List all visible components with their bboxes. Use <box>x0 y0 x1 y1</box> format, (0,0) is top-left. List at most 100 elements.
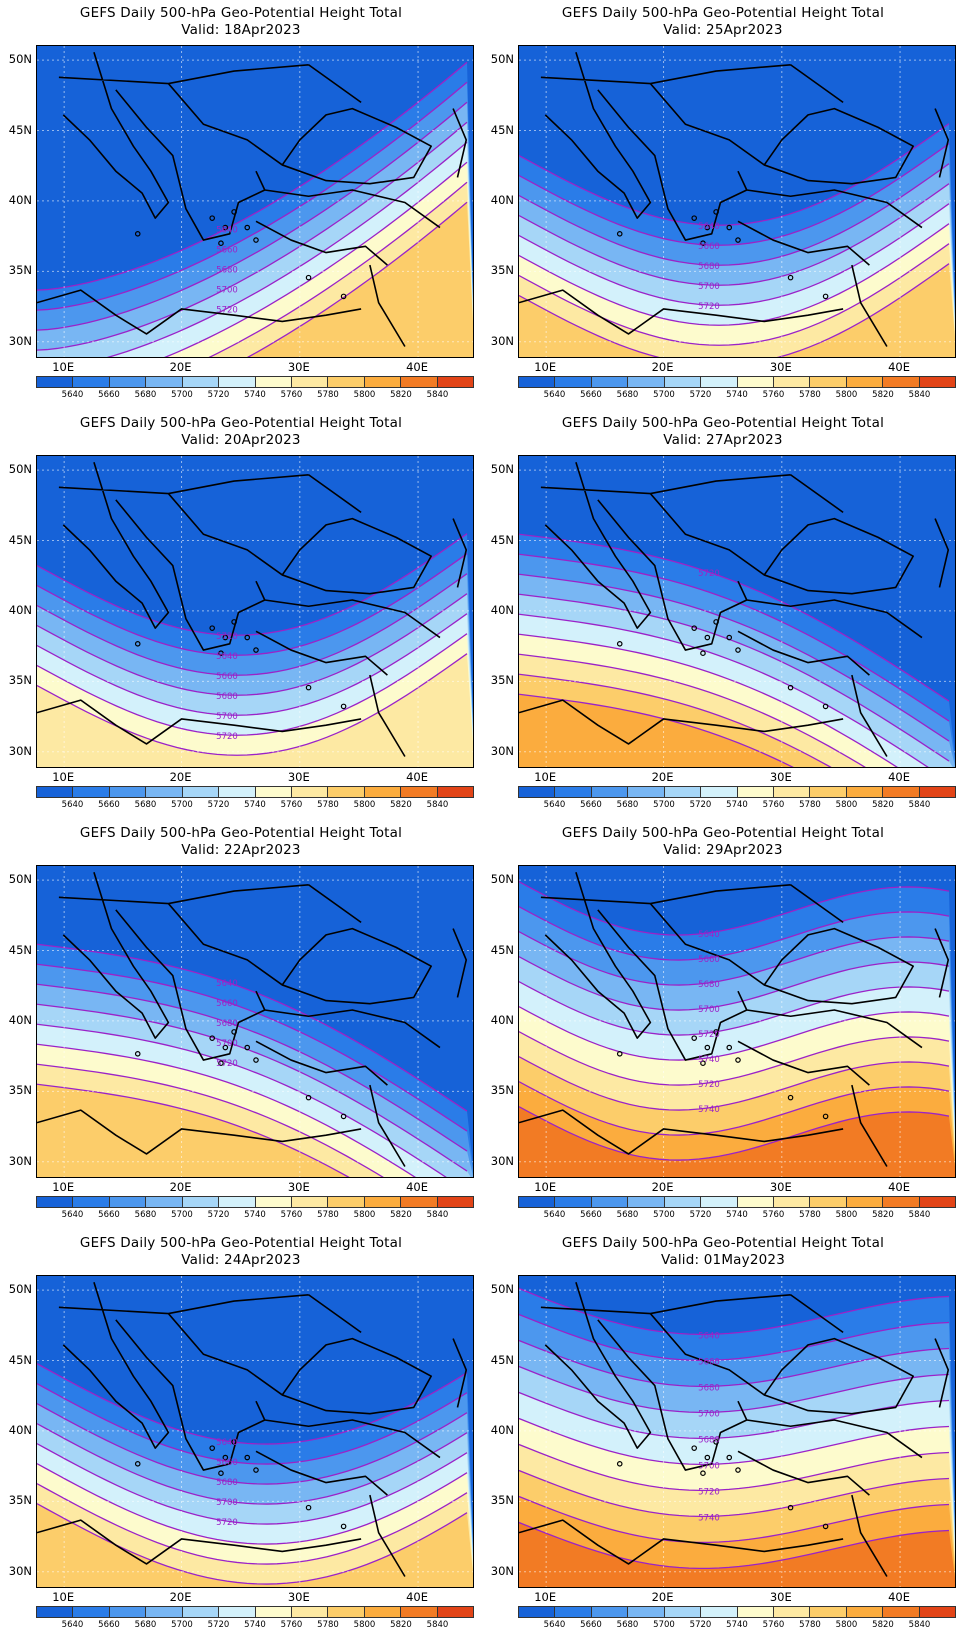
contour-label: 5720 <box>698 569 720 579</box>
coastline <box>37 52 468 347</box>
contour-label: 5680 <box>216 265 238 275</box>
longitude-tick-label: 30E <box>769 770 792 784</box>
colorbar-swatch <box>328 1607 365 1617</box>
height-map: 5720 <box>518 455 956 768</box>
colorbar-swatch <box>773 787 811 797</box>
forecast-panel: GEFS Daily 500-hPa Geo-Potential Height … <box>482 820 964 1230</box>
latitude-tick-label: 35N <box>8 263 32 278</box>
contour-line <box>37 1383 468 1465</box>
longitude-tick-label: 20E <box>169 1590 192 1604</box>
height-map-svg: 5640 5660 5680 5700 5720 5740 5720 5740 <box>519 866 955 1177</box>
colorbar-swatch <box>773 377 811 387</box>
longitude-tick-label: 20E <box>651 1180 674 1194</box>
panel-title: GEFS Daily 500-hPa Geo-Potential Height … <box>561 5 885 21</box>
colorbar-label: 5820 <box>872 390 894 400</box>
colorbar-label: 5800 <box>353 390 376 400</box>
colorbar-swatch <box>628 1607 665 1617</box>
colorbar-swatch <box>291 1197 329 1207</box>
colorbar-swatch <box>701 1607 738 1617</box>
contour-line <box>519 553 950 722</box>
latitude-tick-label: 40N <box>8 1012 32 1027</box>
longitude-tick-label: 30E <box>287 1590 310 1604</box>
contour-line <box>164 161 468 357</box>
colorbar-swatch <box>73 787 110 797</box>
band-fill <box>519 243 955 357</box>
colorbar-label: 5800 <box>353 1210 376 1220</box>
colorbar-label: 5640 <box>61 1210 84 1220</box>
colorbar-swatch <box>919 1197 956 1207</box>
colorbar-label: 5780 <box>799 800 821 810</box>
height-map-svg: 5640 5660 5680 5700 5720 <box>37 46 473 357</box>
colorbar-swatch <box>555 377 592 387</box>
colorbar-swatch <box>255 787 292 797</box>
band-fill <box>37 1503 473 1587</box>
colorbar-swatch <box>883 377 920 387</box>
colorbar-label: 5700 <box>171 1210 193 1220</box>
colorbar-swatch <box>519 787 556 797</box>
contour-label: 5720 <box>698 1030 720 1040</box>
colorbar-swatch <box>401 1607 438 1617</box>
colorbar-label: 5800 <box>353 1620 376 1630</box>
band-fill <box>37 653 473 767</box>
colorbar-swatch <box>146 1197 183 1207</box>
contour-line <box>519 203 950 306</box>
band-fill <box>519 1522 955 1587</box>
colorbar-swatch <box>628 787 665 797</box>
height-map: 5720 5640 5660 5680 5700 5720 <box>36 455 474 768</box>
colorbar-label: 5800 <box>835 1620 858 1630</box>
latitude-tick-label: 30N <box>8 1153 32 1168</box>
colorbar-label: 5760 <box>280 1620 303 1630</box>
longitude-tick-label: 30E <box>769 1180 792 1194</box>
colorbar-swatch <box>109 377 147 387</box>
longitude-tick-label: 10E <box>52 360 75 374</box>
colorbar-swatch <box>401 377 438 387</box>
colorbar-swatch <box>364 377 402 387</box>
contour-line <box>246 201 468 357</box>
colorbar-swatch <box>364 787 402 797</box>
contour-label: 5740 <box>698 1055 720 1065</box>
colorbar-label: 5780 <box>317 800 339 810</box>
colorbar-swatch <box>664 1607 702 1617</box>
coastline <box>37 872 468 1167</box>
contour-line <box>519 1443 950 1492</box>
latitude-tick-label: 45N <box>8 1352 32 1367</box>
colorbar-swatch <box>737 787 774 797</box>
colorbar-label: 5740 <box>244 1620 266 1630</box>
colorbar-label: 5740 <box>726 390 748 400</box>
latitude-tick-label: 50N <box>490 462 514 477</box>
contour-label: 5660 <box>216 999 238 1009</box>
colorbar-swatch <box>883 787 920 797</box>
colorbar-swatch <box>919 1607 956 1617</box>
height-map: 5640 5660 5680 5700 5720 <box>36 1275 474 1588</box>
latitude-tick-label: 50N <box>8 462 32 477</box>
forecast-panel: GEFS Daily 500-hPa Geo-Potential Height … <box>482 0 964 410</box>
contour-label: 5700 <box>216 712 238 722</box>
panel-title: GEFS Daily 500-hPa Geo-Potential Height … <box>561 415 885 431</box>
colorbar-label: 5800 <box>835 800 858 810</box>
colorbar-label: 5840 <box>908 800 931 810</box>
contour-line <box>519 613 929 767</box>
colorbar-label: 5720 <box>207 800 230 810</box>
colorbar-swatch <box>182 787 220 797</box>
contour-line <box>519 881 950 936</box>
latitude-tick-label: 45N <box>490 122 514 137</box>
colorbar-label: 5820 <box>390 1210 412 1220</box>
colorbar-swatch <box>883 1607 920 1617</box>
height-map-svg: 5640 5660 5680 5700 5720 <box>519 46 955 357</box>
colorbar-label: 5720 <box>207 390 230 400</box>
colorbar <box>518 376 956 388</box>
contour-label: 5720 <box>216 305 238 315</box>
colorbar-label: 5820 <box>872 800 894 810</box>
panel-valid-date: Valid: 20Apr2023 <box>181 432 301 448</box>
colorbar-label: 5640 <box>543 800 566 810</box>
contour-line <box>519 1081 950 1136</box>
latitude-tick-label: 40N <box>490 1422 514 1437</box>
contour-line <box>519 1469 950 1518</box>
longitude-tick-label: 10E <box>534 360 557 374</box>
colorbar-swatch <box>737 377 774 387</box>
colorbar-label: 5700 <box>653 390 675 400</box>
colorbar-label: 5840 <box>426 390 449 400</box>
colorbar-label: 5760 <box>762 390 785 400</box>
colorbar-swatch <box>73 1197 110 1207</box>
contour-label: 5720 <box>216 1518 238 1528</box>
